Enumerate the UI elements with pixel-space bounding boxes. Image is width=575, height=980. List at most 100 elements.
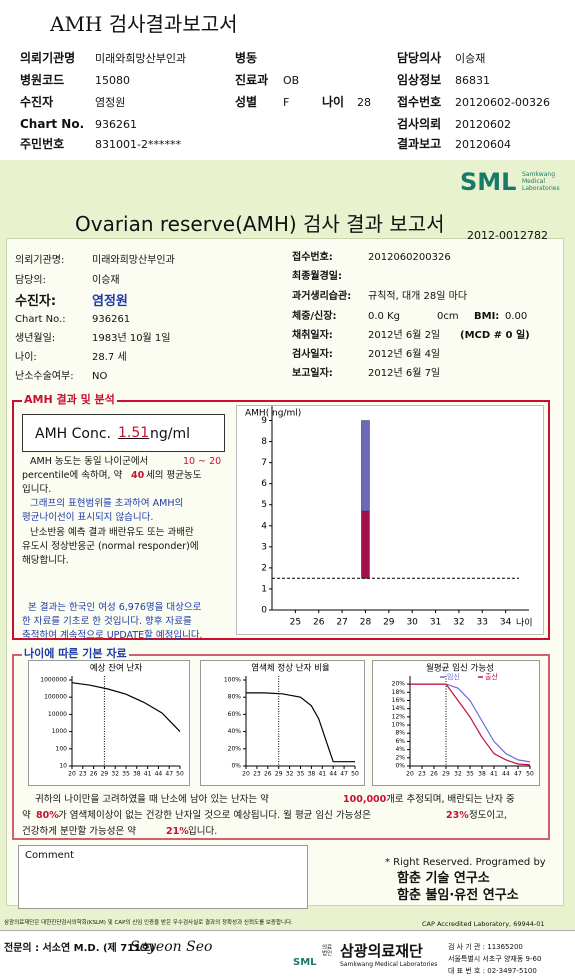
amh-text: 그래프의 표현범위를 초과하여 AMH의 (30, 498, 184, 509)
logo: SML (460, 168, 517, 196)
x-tick-label: 31 (430, 618, 441, 628)
age-text: 약 (22, 810, 31, 821)
x-tick-label: 50 (176, 771, 184, 778)
y-tick-label: 20% (392, 681, 406, 688)
x-tick-label: 38 (308, 771, 316, 778)
x-tick-label: 35 (466, 771, 474, 778)
info-label: 최종월경일: (292, 271, 342, 282)
field-value: 20120602 (455, 118, 511, 131)
field-value: 28 (357, 96, 371, 109)
footer-cap: CAP Accredited Laboratory, 69944-01 (422, 920, 545, 928)
y-tick-label: 0 (261, 606, 267, 616)
chart-title: 염색체 정상 난자 비율 (251, 663, 330, 674)
rights: 함춘 불임·유전 연구소 (397, 888, 519, 903)
amh-text: 한 자료를 기초로 한 것입니다. 향후 자료를 (22, 616, 192, 627)
data-line (246, 692, 355, 763)
y-tick-label: 6 (261, 479, 267, 489)
field-label: 검사의뢰 (397, 117, 442, 131)
field-label: 임상정보 (397, 73, 442, 87)
footer-info: 검 사 기 관 : 11365200 (448, 943, 523, 951)
field-value: OB (283, 74, 300, 87)
chart-title: 예상 잔여 난자 (90, 663, 143, 674)
mini-chart-box (372, 660, 540, 786)
y-tick-label: 1000000 (40, 677, 67, 684)
section-title: AMH 결과 및 분석 (22, 393, 117, 406)
mini-chart-box (28, 660, 190, 786)
y-tick-label: 16% (392, 697, 406, 704)
info-value: 1983년 10월 1일 (92, 333, 171, 344)
info-value: NO (92, 371, 108, 382)
y-tick-label: 10000 (48, 711, 67, 718)
x-tick-label: 32 (111, 771, 119, 778)
x-tick-label: 20 (242, 771, 250, 778)
y-tick-label: 80% (228, 694, 242, 701)
amh-unit: ng/ml (150, 426, 191, 442)
legend-label: 출산 (485, 672, 498, 681)
x-tick-label: 23 (253, 771, 261, 778)
x-tick-label: 32 (453, 618, 464, 628)
x-tick-label: 25 (290, 618, 301, 628)
y-tick-label: 100000 (44, 694, 67, 701)
field-label: 수진자 (20, 95, 54, 109)
x-tick-label: 47 (165, 771, 173, 778)
range-bar (361, 510, 370, 579)
amh-text: 난소반응 예측 결과 배란유도 또는 과배란 (30, 527, 194, 538)
y-tick-label: 4 (261, 521, 267, 531)
field-value: 20120602-00326 (455, 96, 550, 109)
field-value: 86831 (455, 74, 490, 87)
y-tick-label: 2% (395, 754, 405, 761)
footer-logo: SML (293, 957, 317, 968)
report-title: Ovarian reserve(AMH) 검사 결과 보고서 (75, 212, 445, 236)
x-tick-label: 44 (329, 771, 337, 778)
footer-band (0, 930, 575, 980)
data-line (410, 683, 531, 763)
info-label: 생년월일: (15, 333, 56, 344)
age-text: 입니다. (188, 826, 218, 837)
info-label: 담당의: (15, 275, 46, 286)
amh-text: 유도시 정상반응군 (normal responder)에 (22, 541, 199, 552)
field-value: 831001-2****** (95, 138, 181, 151)
x-tick-label: 26 (264, 771, 272, 778)
x-tick-label: 32 (286, 771, 294, 778)
signature: Soyeon Seo (130, 939, 213, 955)
info-value: 염정원 (92, 294, 128, 309)
x-tick-label: 32 (454, 771, 462, 778)
info-label: 체중/신장: (292, 311, 337, 322)
y-tick-label: 1 (261, 584, 267, 594)
age-text: 80% (36, 810, 59, 821)
y-tick-label: 5 (261, 500, 267, 510)
y-tick-label: 0% (395, 763, 405, 770)
info-value: 2012060200326 (368, 252, 451, 263)
age-text: 정도이고, (469, 810, 507, 821)
logo-subtitle: Samkwang Medical Laboratories (522, 171, 560, 192)
y-axis-label: AMH( ng/ml) (245, 409, 301, 419)
age-section (12, 654, 550, 840)
field-label: 의뢰기관명 (20, 51, 76, 65)
y-tick-label: 3 (261, 542, 267, 552)
field-value: 미래와희망산부인과 (95, 52, 187, 65)
y-tick-label: 8% (395, 730, 405, 737)
x-tick-label: 23 (418, 771, 426, 778)
rights: * Right Reserved. Programed by (385, 857, 546, 868)
y-tick-label: 12% (392, 713, 406, 720)
age-text: 귀하의 나이만을 고려하였을 때 난소에 남아 있는 난자는 약 (35, 794, 269, 805)
x-tick-label: 50 (526, 771, 534, 778)
x-tick-label: 26 (90, 771, 98, 778)
x-tick-label: 28 (360, 618, 372, 628)
y-tick-label: 4% (395, 746, 405, 753)
y-tick-label: 20% (228, 745, 242, 752)
info-label: 보고일자: (292, 368, 333, 379)
x-tick-label: 41 (490, 771, 498, 778)
field-label: 담당의사 (397, 51, 442, 65)
field-value: 이승재 (455, 52, 486, 65)
field-value: 20120604 (455, 138, 511, 151)
x-tick-label: 41 (144, 771, 152, 778)
age-text: 21% (166, 826, 189, 837)
info-label: 의뢰기관명: (15, 255, 65, 266)
footer-corp: 의료법인 (322, 945, 333, 957)
field-label: 주민번호 (20, 137, 65, 151)
y-tick-label: 60% (228, 711, 242, 718)
x-tick-label: 44 (155, 771, 163, 778)
info-value: 미래와희망산부인과 (92, 255, 175, 266)
